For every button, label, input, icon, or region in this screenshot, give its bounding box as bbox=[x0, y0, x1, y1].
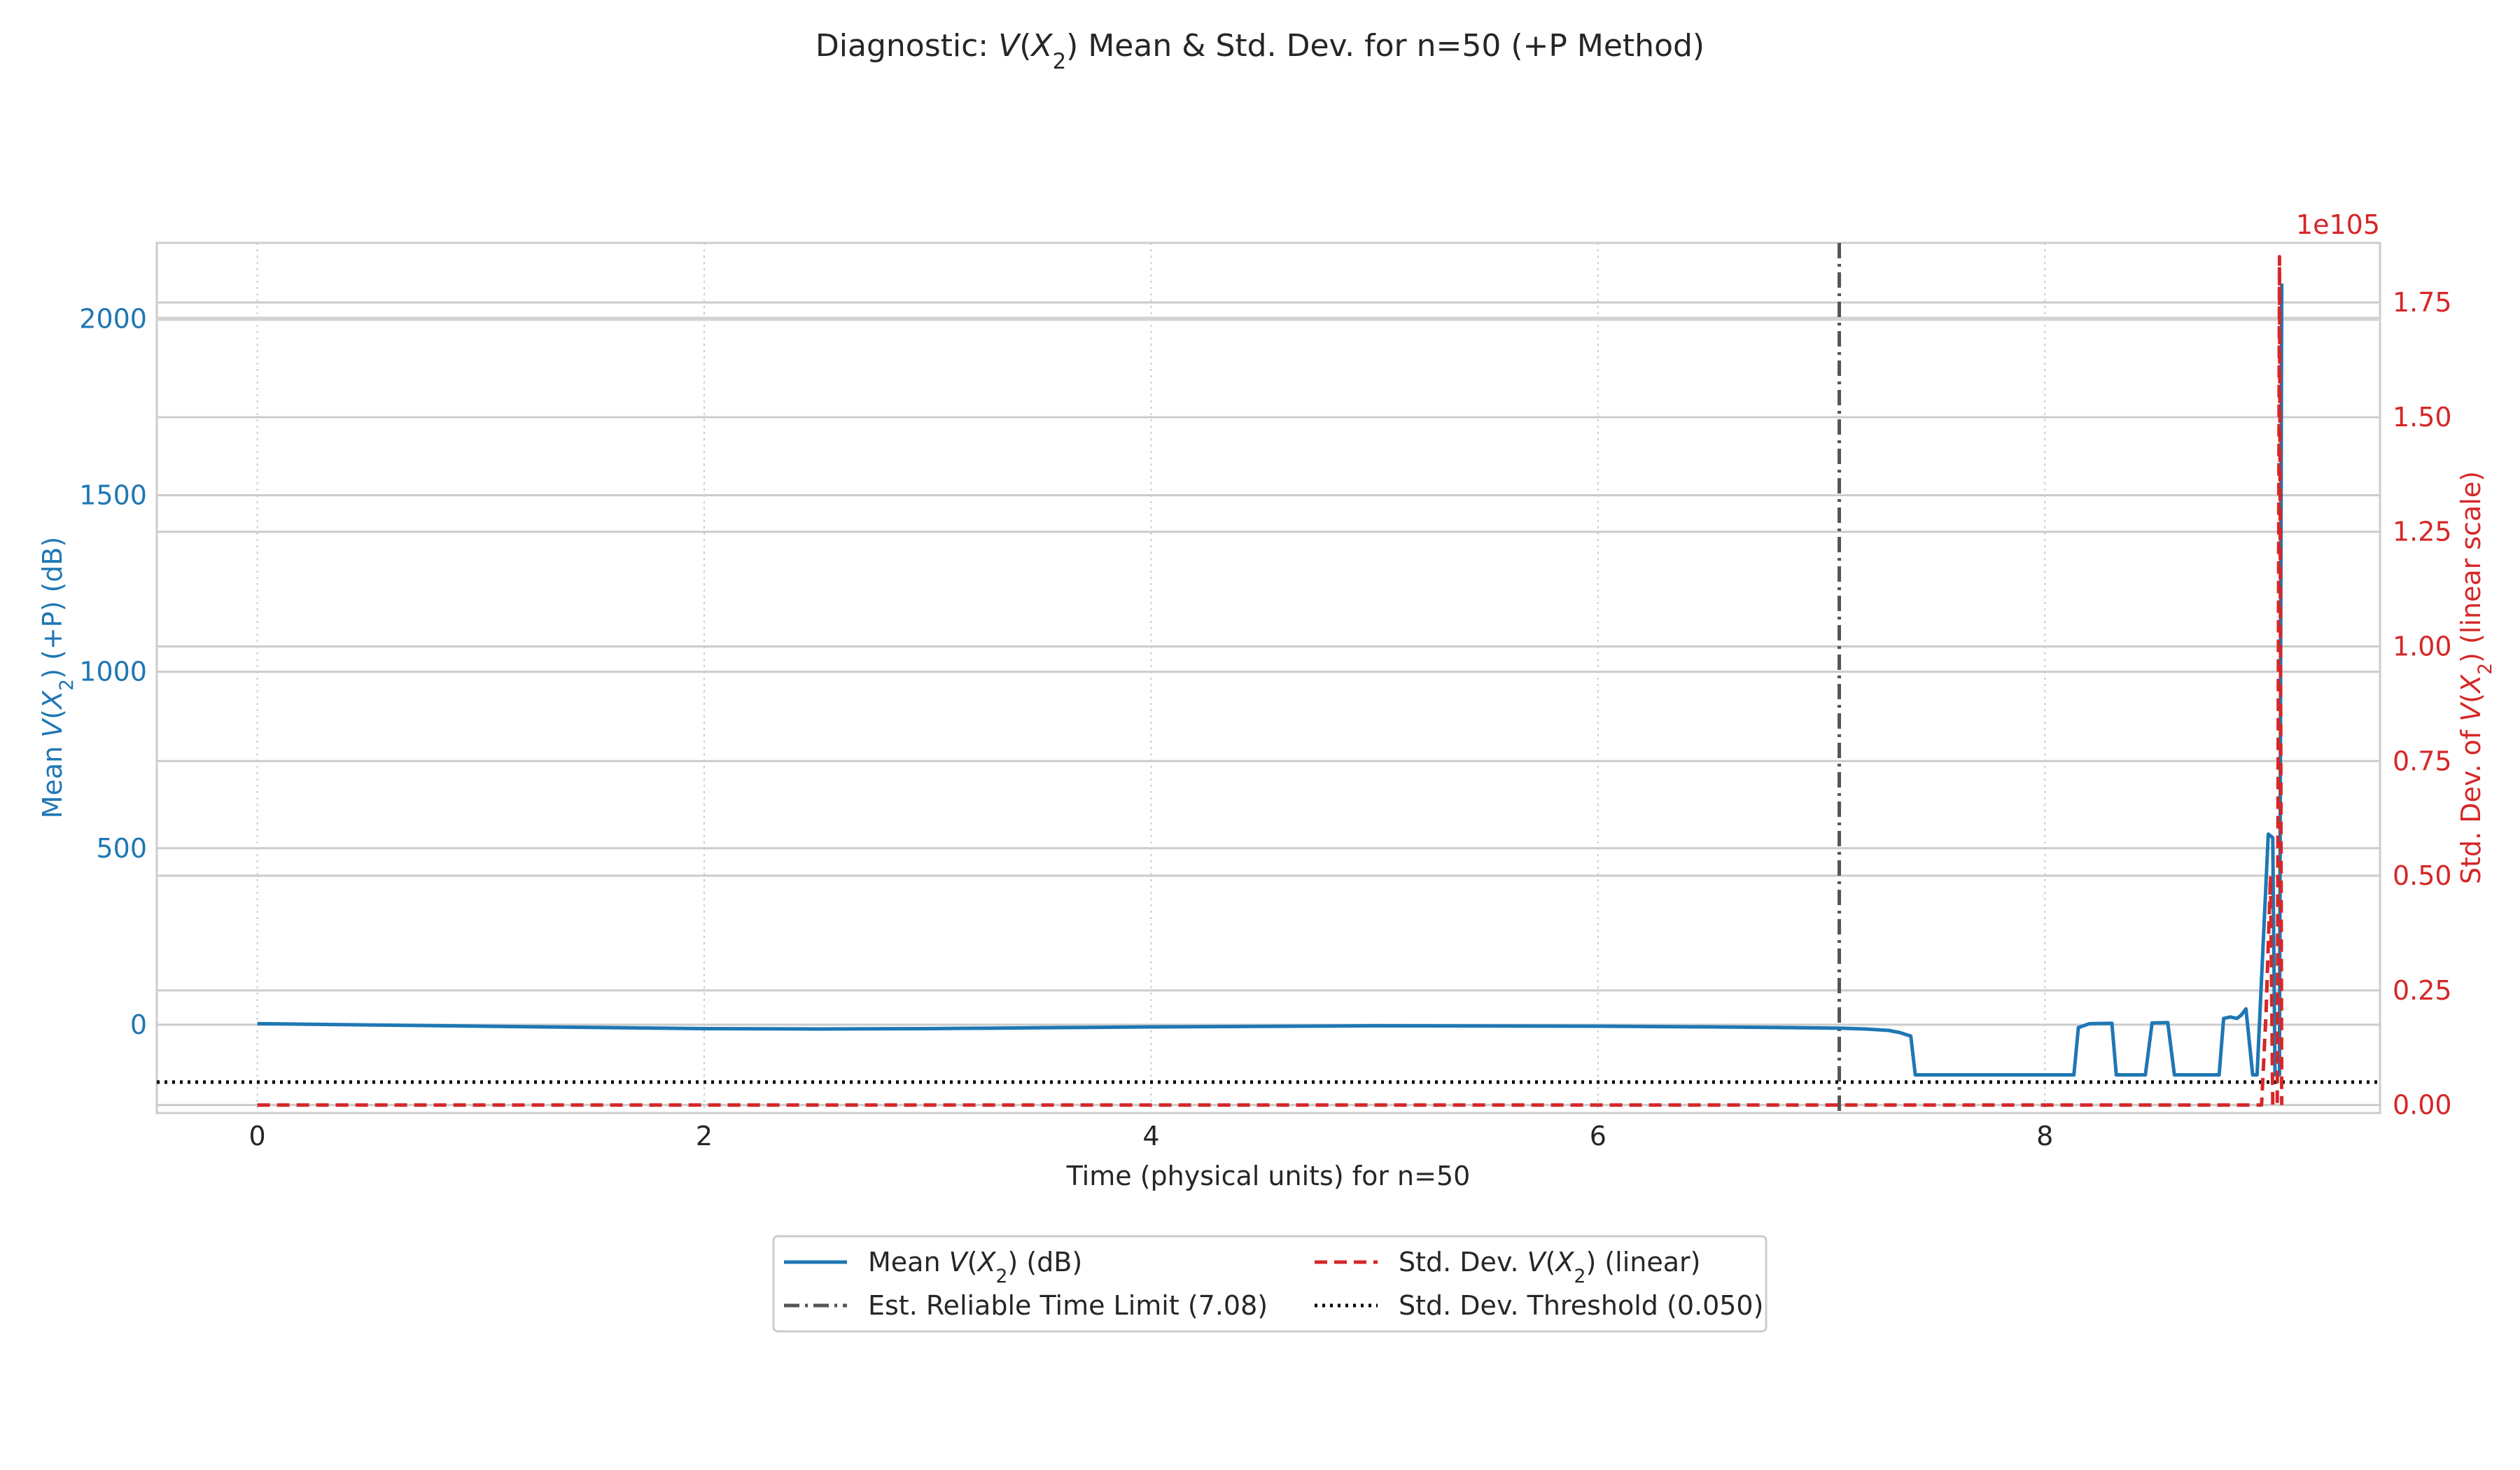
legend-limit-label: Est. Reliable Time Limit (7.08) bbox=[868, 1290, 1268, 1321]
ticks: 0 2 4 6 8 0 500 1000 1500 2000 0.00 0.25 0.50 0.75 1.0… bbox=[79, 287, 2451, 1152]
chart-title: Diagnostic: V(X2) Mean & Std. Dev. for n… bbox=[816, 28, 1704, 74]
left-tick-label: 1000 bbox=[79, 657, 147, 687]
legend: Mean V(X2) (dB) Est. Reliable Time Limit… bbox=[772, 1235, 1768, 1333]
right-tick-label: 1.25 bbox=[2393, 517, 2452, 547]
right-tick-label: 0.25 bbox=[2393, 975, 2452, 1006]
right-tick-label: 1.75 bbox=[2393, 287, 2452, 318]
right-tick-label: 0.00 bbox=[2393, 1090, 2452, 1121]
x-tick-label: 4 bbox=[1142, 1121, 1159, 1152]
mean-series-line bbox=[257, 283, 2284, 1077]
grid bbox=[157, 243, 2380, 1113]
legend-std-label: Std. Dev. V(X2) (linear) bbox=[1399, 1247, 1700, 1287]
x-tick-label: 2 bbox=[696, 1121, 713, 1152]
legend-mean-label: Mean V(X2) (dB) bbox=[868, 1247, 1082, 1287]
right-tick-label: 0.50 bbox=[2393, 860, 2452, 891]
left-tick-label: 2000 bbox=[79, 303, 147, 334]
right-tick-label: 1.50 bbox=[2393, 402, 2452, 433]
right-tick-label: 0.75 bbox=[2393, 746, 2452, 776]
plot-area bbox=[155, 241, 2381, 1114]
y-axis-label-right: Std. Dev. of V(X2) (linear scale) bbox=[2456, 471, 2496, 884]
legend-box bbox=[772, 1235, 1768, 1333]
series bbox=[257, 255, 2284, 1107]
x-axis-label: Time (physical units) for n=50 bbox=[1066, 1161, 1471, 1191]
right-axis-offset-label: 1e105 bbox=[2296, 209, 2380, 240]
x-tick-label: 8 bbox=[2036, 1121, 2053, 1152]
x-tick-label: 6 bbox=[1590, 1121, 1606, 1152]
y-axis-label-left: Mean V(X2) (+P) (dB) bbox=[37, 537, 78, 819]
reference-lines bbox=[157, 243, 2380, 1113]
std-series-line bbox=[257, 255, 2284, 1107]
right-tick-label: 1.00 bbox=[2393, 631, 2452, 662]
legend-threshold-label: Std. Dev. Threshold (0.050) bbox=[1399, 1290, 1763, 1321]
left-tick-label: 0 bbox=[130, 1009, 147, 1040]
x-tick-label: 0 bbox=[249, 1121, 266, 1152]
left-tick-label: 500 bbox=[96, 833, 147, 864]
left-tick-label: 1500 bbox=[79, 480, 147, 511]
